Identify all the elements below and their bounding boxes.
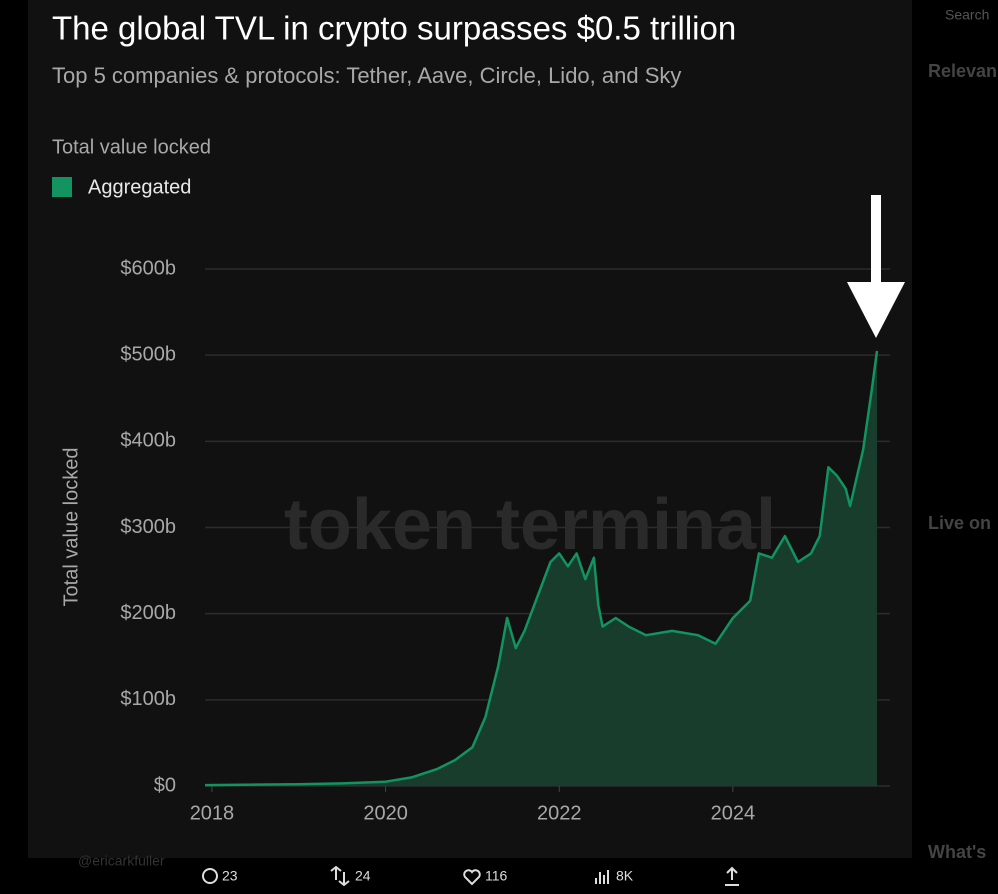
legend-label: Aggregated xyxy=(88,176,191,198)
y-tick-label: $200b xyxy=(120,602,176,624)
legend-swatch xyxy=(52,177,72,197)
action-count[interactable]: 8K xyxy=(616,868,634,884)
x-tick-label: 2024 xyxy=(711,802,756,824)
y-tick-label: $600b xyxy=(120,257,176,279)
sidebar-heading: What's xyxy=(928,842,986,862)
chart-title: The global TVL in crypto surpasses $0.5 … xyxy=(52,10,736,47)
action-count[interactable]: 24 xyxy=(355,868,371,884)
area xyxy=(205,350,877,786)
action-count[interactable]: 23 xyxy=(222,868,238,884)
x-tick-label: 2018 xyxy=(190,802,235,824)
chart-subtitle: Top 5 companies & protocols: Tether, Aav… xyxy=(52,63,681,88)
arrow xyxy=(847,195,905,338)
search[interactable]: Search xyxy=(945,7,989,23)
y-tick-label: $400b xyxy=(120,430,176,452)
action-icons xyxy=(202,865,739,887)
legend-title: Total value locked xyxy=(52,136,211,158)
watermark: token terminal xyxy=(284,485,776,565)
y-tick-label: $0 xyxy=(154,774,176,796)
y-tick-label: $500b xyxy=(120,343,176,365)
x-tick-label: 2022 xyxy=(537,802,582,824)
sidebar-heading: Live on xyxy=(928,513,991,533)
action-count[interactable]: 116 xyxy=(485,868,508,884)
y-tick-label: $300b xyxy=(120,516,176,538)
sidebar-heading: Relevan xyxy=(928,61,997,81)
y-tick-label: $100b xyxy=(120,688,176,710)
y-axis-label: Total value locked xyxy=(60,448,82,607)
x-tick-label: 2020 xyxy=(363,802,408,824)
tweet-handle[interactable]: @ericarkfuller xyxy=(78,853,165,869)
line xyxy=(204,350,879,787)
